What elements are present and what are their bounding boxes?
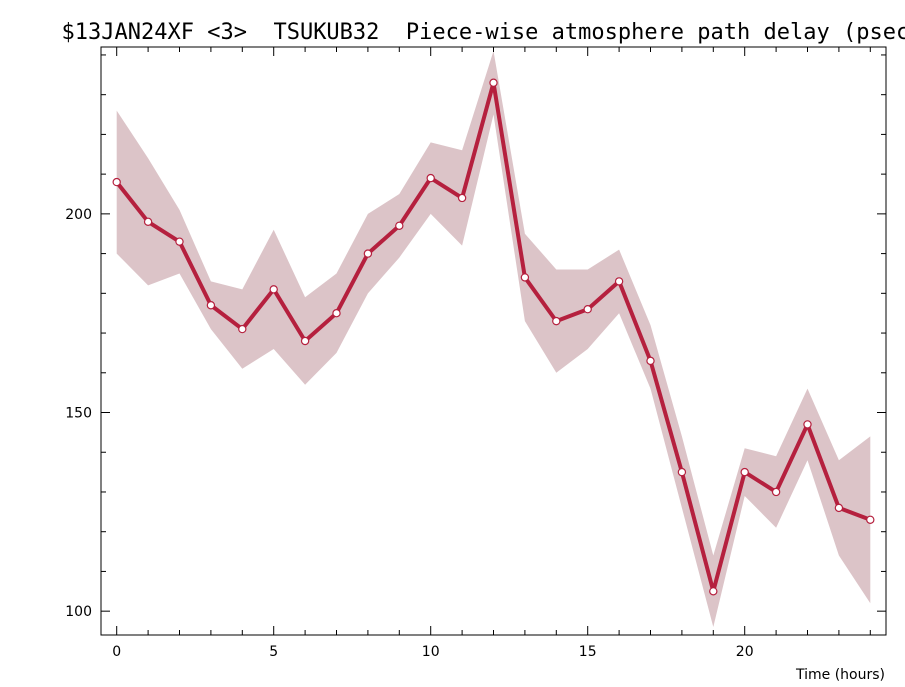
data-point: [614, 277, 624, 286]
tick-labels: 0 5 10 15 20 100 150 200: [65, 207, 753, 660]
data-point: [520, 273, 530, 282]
chart-title: $13JAN24XF <3> TSUKUB32 Piece-wise atmos…: [62, 20, 905, 45]
data-point: [175, 237, 184, 246]
data-point: [238, 324, 247, 334]
data-point: [426, 173, 435, 183]
data-point: [677, 467, 687, 477]
data-point: [709, 587, 718, 596]
data-point: [143, 217, 153, 227]
data-point: [646, 356, 655, 366]
x-axis-label: Time (hours): [795, 667, 885, 683]
data-point: [489, 78, 498, 87]
x-tick-label: 5: [269, 644, 278, 660]
x-tick-label: 15: [579, 644, 597, 660]
x-tick-label: 0: [112, 644, 121, 660]
data-point: [552, 316, 561, 326]
data-point: [269, 285, 278, 294]
data-point: [803, 420, 812, 429]
uncertainty-band: [116, 50, 871, 628]
data-point: [395, 221, 404, 230]
y-tick-label: 150: [65, 406, 92, 422]
data-point: [112, 177, 121, 187]
data-point: [834, 503, 844, 513]
data-point: [771, 487, 781, 497]
data-point: [866, 515, 875, 524]
data-point-layer: [112, 78, 875, 596]
axis-ticks: [101, 47, 886, 635]
plot-frame: [100, 46, 887, 636]
data-point: [740, 467, 749, 477]
y-tick-label: 100: [65, 604, 92, 620]
x-tick-label: 20: [736, 644, 754, 660]
data-point: [583, 305, 592, 314]
data-point: [457, 193, 467, 203]
data-point: [300, 336, 310, 346]
uncertainty-band-layer: [116, 50, 871, 628]
data-point: [363, 249, 373, 258]
y-tick-label: 200: [65, 207, 92, 223]
x-tick-label: 10: [422, 644, 440, 660]
data-point: [332, 308, 341, 318]
data-point: [206, 301, 216, 310]
